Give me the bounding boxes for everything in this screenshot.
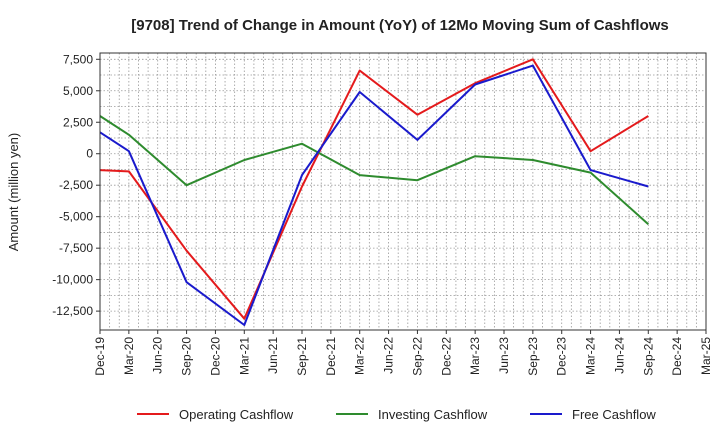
x-tick-label: Jun-22 xyxy=(382,337,396,374)
x-tick-label: Mar-23 xyxy=(468,337,482,375)
y-tick-label: -5,000 xyxy=(59,210,93,224)
x-tick-label: Jun-20 xyxy=(151,337,165,374)
legend: Operating Cashflow Investing Cashflow Free… xyxy=(137,407,656,422)
x-tick-label: Sep-21 xyxy=(295,337,309,376)
y-ticks: 7,500 5,000 2,500 0 -2,500 -5,000 -7,500 -10,00… xyxy=(52,52,100,318)
y-tick-label: -2,500 xyxy=(59,178,93,192)
y-tick-label: -7,500 xyxy=(59,241,93,255)
plot-frame xyxy=(99,52,707,331)
x-tick-label: Jun-21 xyxy=(266,337,280,374)
y-tick-label: 5,000 xyxy=(63,84,93,98)
y-tick-label: 2,500 xyxy=(63,115,93,129)
x-tick-label: Mar-22 xyxy=(353,337,367,375)
x-tick-label: Jun-24 xyxy=(612,337,626,374)
y-tick-label: 0 xyxy=(86,147,93,161)
x-tick-label: Dec-22 xyxy=(439,337,453,376)
x-tick-label: Mar-25 xyxy=(699,337,713,375)
x-tick-label: Mar-20 xyxy=(122,337,136,375)
x-tick-label: Dec-23 xyxy=(555,337,569,376)
y-tick-label: 7,500 xyxy=(63,52,93,66)
y-tick-label: -10,000 xyxy=(52,273,93,287)
x-tick-label: Sep-24 xyxy=(641,337,655,376)
chart-title: [9708] Trend of Change in Amount (YoY) o… xyxy=(131,17,669,34)
x-ticks: Dec-19 Mar-20 Jun-20 Sep-20 Dec-20 Mar-21 Jun-… xyxy=(93,330,713,376)
series-lines xyxy=(99,58,649,326)
x-tick-label: Dec-21 xyxy=(324,337,338,376)
y-axis-label: Amount (million yen) xyxy=(6,133,21,252)
legend-label-investing-cashflow: Investing Cashflow xyxy=(378,407,488,422)
legend-label-operating-cashflow: Operating Cashflow xyxy=(179,407,294,422)
y-tick-label: -12,500 xyxy=(52,304,93,318)
x-tick-label: Dec-24 xyxy=(670,337,684,376)
series-line-free-cashflow xyxy=(99,64,649,326)
series-line-operating-cashflow xyxy=(99,58,649,320)
legend-label-free-cashflow: Free Cashflow xyxy=(572,407,656,422)
x-tick-label: Dec-19 xyxy=(93,337,107,376)
x-tick-label: Dec-20 xyxy=(208,337,222,376)
x-tick-label: Sep-22 xyxy=(410,337,424,376)
x-tick-label: Mar-24 xyxy=(584,337,598,375)
x-tick-label: Sep-23 xyxy=(526,337,540,376)
series-line-investing-cashflow xyxy=(99,115,649,225)
grid xyxy=(99,53,707,330)
x-tick-label: Jun-23 xyxy=(497,337,511,374)
x-tick-label: Sep-20 xyxy=(180,337,194,376)
x-tick-label: Mar-21 xyxy=(237,337,251,375)
